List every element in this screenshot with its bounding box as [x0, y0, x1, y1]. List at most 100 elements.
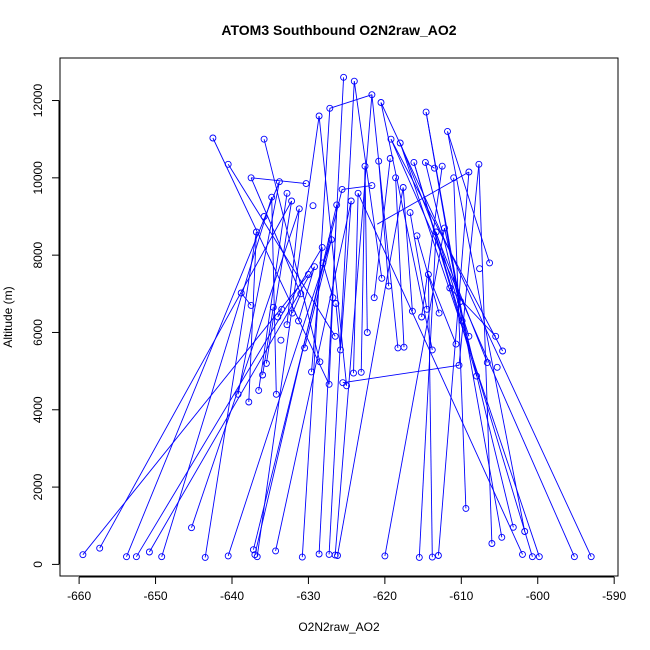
data-point-119 [288, 197, 296, 205]
y-tick-label-6: 12000 [31, 84, 45, 118]
data-point-26 [396, 139, 404, 147]
data-point-34 [498, 533, 506, 541]
data-point-81 [315, 550, 323, 558]
data-point-32 [492, 332, 500, 340]
data-point-67 [245, 398, 253, 406]
data-line-29 [380, 102, 592, 557]
data-point-114 [327, 236, 335, 244]
data-point-56 [331, 332, 339, 340]
data-point-72 [158, 553, 166, 561]
data-line-17 [337, 187, 404, 556]
data-point-1 [96, 544, 104, 552]
data-point-117 [304, 271, 312, 278]
x-tick-label-1: -650 [144, 589, 168, 603]
data-point-66 [255, 386, 263, 394]
data-line-2 [126, 181, 280, 557]
data-point-120 [283, 189, 291, 197]
chart-title: ATOM3 Southbound O2N2raw_AO2 [221, 22, 456, 38]
data-point-68 [234, 390, 242, 398]
x-axis: -660 -650 -640 -630 -620 -610 -600 -590 [67, 576, 627, 603]
data-line-10 [256, 115, 320, 557]
data-line-49 [342, 185, 372, 190]
y-tick-label-2: 4000 [31, 396, 45, 423]
data-point-90 [488, 540, 496, 547]
data-point-94 [483, 359, 491, 367]
data-point-52 [363, 329, 371, 336]
data-line-28 [390, 139, 575, 557]
data-line-67 [416, 235, 440, 314]
data-point-106 [386, 155, 394, 162]
data-point-20 [332, 300, 340, 307]
data-point-58 [316, 358, 324, 366]
data-point-76 [253, 553, 261, 561]
data-point-0 [79, 551, 87, 559]
data-point-5 [247, 174, 255, 182]
data-point-7 [260, 135, 268, 143]
data-point-61 [295, 317, 302, 325]
data-point-88 [434, 552, 442, 559]
data-point-41 [458, 317, 466, 325]
data-point-18 [326, 104, 334, 112]
data-point-126 [431, 164, 438, 172]
data-point-112 [338, 185, 346, 193]
data-point-129 [465, 168, 473, 176]
data-point-24 [377, 99, 385, 106]
data-point-109 [361, 162, 369, 170]
y-tick-label-3: 6000 [31, 319, 45, 346]
data-line-63 [360, 166, 366, 373]
data-point-53 [350, 369, 357, 377]
data-point-70 [201, 553, 209, 561]
data-point-22 [350, 77, 358, 85]
data-point-3 [224, 160, 232, 168]
y-axis: 0 2000 4000 6000 8000 10000 12000 [31, 84, 60, 568]
data-point-91 [509, 523, 517, 531]
data-point-75 [123, 553, 130, 561]
data-point-93 [499, 347, 507, 355]
data-line-37 [318, 115, 348, 386]
data-point-33 [493, 363, 501, 371]
data-point-9 [269, 303, 277, 311]
data-line-57 [298, 266, 315, 322]
data-line-53 [271, 197, 277, 395]
data-point-64 [272, 390, 280, 398]
data-point-103 [406, 209, 414, 217]
data-point-25 [387, 135, 395, 143]
data-line-74 [262, 307, 274, 376]
data-line-46 [458, 164, 480, 366]
data-point-96 [465, 332, 473, 340]
data-line-76 [291, 293, 302, 314]
data-point-60 [301, 344, 309, 352]
data-point-35 [521, 528, 529, 535]
y-tick-label-4: 8000 [31, 241, 45, 268]
y-tick-label-5: 10000 [31, 161, 45, 195]
data-line-15 [328, 81, 355, 555]
data-lines [82, 77, 592, 558]
data-point-100 [432, 228, 440, 236]
data-point-27 [410, 158, 418, 166]
data-point-2 [209, 134, 217, 142]
data-point-31 [486, 259, 494, 267]
data-line-59 [304, 239, 332, 349]
data-point-115 [318, 243, 326, 251]
data-point-99 [441, 224, 448, 232]
data-point-19 [329, 294, 337, 302]
data-point-78 [251, 551, 259, 559]
data-line-68 [427, 274, 457, 345]
data-line-69 [435, 231, 470, 337]
data-point-16 [315, 112, 323, 120]
data-point-83 [331, 551, 339, 559]
data-point-104 [399, 184, 407, 191]
plot-frame [59, 57, 619, 577]
data-line-82 [335, 303, 341, 350]
data-point-36 [528, 553, 536, 561]
data-line-50 [329, 94, 373, 109]
data-point-111 [347, 197, 355, 205]
data-point-42 [452, 340, 460, 348]
x-axis-label: O2N2raw_AO2 [298, 620, 380, 634]
data-line-54 [248, 231, 257, 403]
data-point-14 [302, 180, 310, 188]
data-line-64 [395, 177, 405, 348]
data-point-11 [278, 305, 286, 313]
data-line-58 [311, 247, 323, 372]
data-point-98 [446, 284, 454, 292]
